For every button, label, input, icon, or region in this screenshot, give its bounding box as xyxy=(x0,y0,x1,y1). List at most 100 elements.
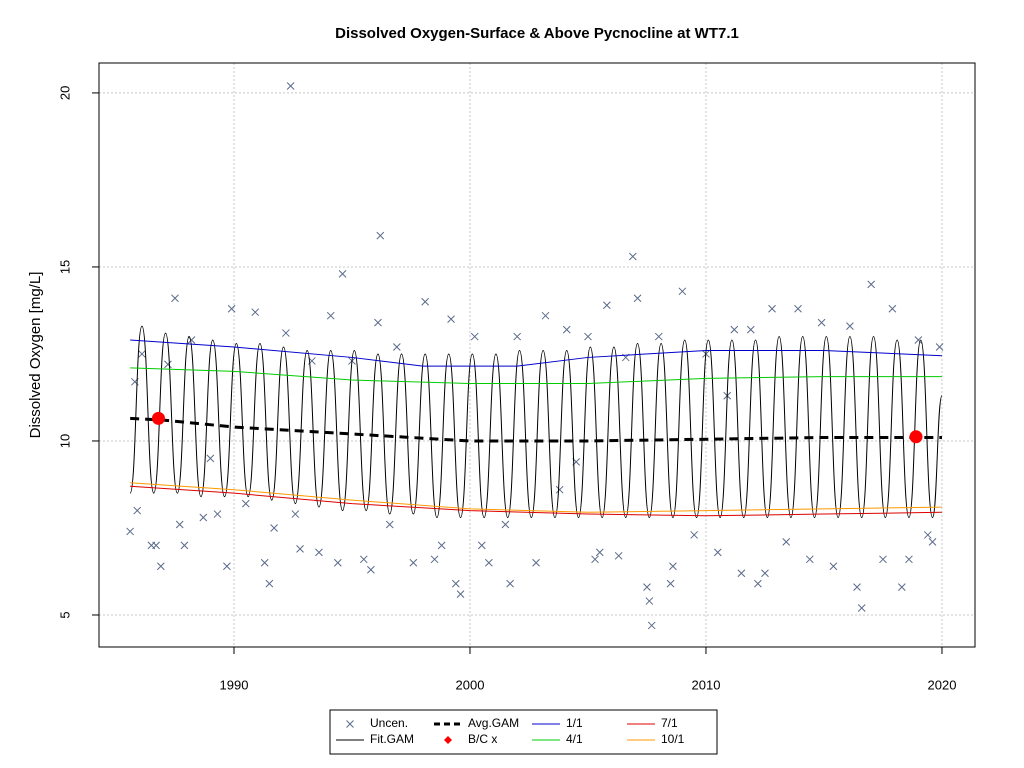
data-point xyxy=(905,555,913,564)
data-point xyxy=(296,545,304,553)
data-point xyxy=(805,555,814,564)
data-point xyxy=(645,597,654,605)
data-point xyxy=(241,499,250,508)
data-point xyxy=(867,280,876,289)
data-point xyxy=(270,524,278,532)
data-point xyxy=(857,604,866,612)
data-point xyxy=(376,231,385,240)
data-point xyxy=(251,308,260,317)
data-point xyxy=(326,311,335,320)
data-point xyxy=(928,538,937,546)
data-point xyxy=(888,304,897,313)
data-point xyxy=(138,350,146,358)
data-point xyxy=(761,569,769,578)
data-point xyxy=(782,538,791,546)
data-point xyxy=(180,541,189,550)
data-point xyxy=(669,562,677,571)
data-point xyxy=(501,520,510,529)
data-point xyxy=(794,304,802,313)
data-point xyxy=(447,315,455,324)
series-line xyxy=(130,367,942,385)
data-point xyxy=(367,565,375,574)
legend-label: 7/1 xyxy=(661,716,678,730)
data-point xyxy=(532,558,540,567)
data-point xyxy=(647,621,656,630)
data-point xyxy=(846,322,854,330)
data-point xyxy=(923,531,932,539)
data-point xyxy=(451,579,460,588)
data-point xyxy=(227,304,236,313)
legend-label: Avg.GAM xyxy=(468,716,519,730)
data-point xyxy=(879,555,887,564)
data-point xyxy=(456,590,465,598)
data-point xyxy=(392,343,401,351)
data-point xyxy=(754,579,762,588)
x-tick-label: 2020 xyxy=(928,677,957,692)
legend-label: Fit.GAM xyxy=(370,732,414,746)
legend-symbol xyxy=(444,736,452,744)
legend-box xyxy=(329,709,718,755)
data-point xyxy=(643,583,651,591)
data-point xyxy=(359,555,368,564)
x-tick-label: 2000 xyxy=(456,677,485,692)
data-point xyxy=(584,332,592,341)
data-point xyxy=(633,294,642,303)
bc-point xyxy=(151,411,165,425)
x-tick-label: 1990 xyxy=(220,677,249,692)
data-point xyxy=(591,555,599,564)
data-point xyxy=(333,558,342,567)
plot-frame xyxy=(98,62,976,648)
data-point xyxy=(555,485,564,494)
data-point xyxy=(213,510,222,518)
data-point xyxy=(409,558,418,567)
data-point xyxy=(829,562,838,571)
data-point xyxy=(853,583,861,591)
legend-label: Uncen. xyxy=(370,716,408,730)
data-point xyxy=(654,332,663,341)
data-point xyxy=(470,332,479,341)
series-line xyxy=(130,485,942,517)
data-point xyxy=(614,551,623,560)
data-point xyxy=(485,558,493,567)
data-point xyxy=(260,558,269,567)
series-line xyxy=(130,482,942,513)
y-tick-label: 5 xyxy=(57,611,72,618)
data-point xyxy=(430,555,439,564)
data-point xyxy=(477,541,486,550)
data-point xyxy=(156,562,165,571)
data-point xyxy=(678,287,687,296)
chart-title: Dissolved Oxygen-Surface & Above Pycnocl… xyxy=(335,25,739,42)
data-point xyxy=(346,720,354,728)
data-point xyxy=(666,579,675,588)
x-tick-label: 2010 xyxy=(692,677,721,692)
data-point xyxy=(897,583,906,591)
data-point xyxy=(291,510,300,518)
data-point xyxy=(746,325,755,334)
data-point xyxy=(374,318,382,327)
data-point xyxy=(541,311,550,320)
data-point xyxy=(768,304,776,313)
data-point xyxy=(315,548,323,557)
y-axis-label: Dissolved Oxygen [mg/L] xyxy=(27,272,44,439)
data-point xyxy=(602,301,611,310)
data-point xyxy=(152,541,160,550)
bc-point xyxy=(909,430,923,444)
data-point xyxy=(935,343,944,351)
data-point xyxy=(206,454,215,463)
data-point xyxy=(562,325,571,334)
series-line xyxy=(130,339,942,367)
data-point xyxy=(713,548,722,557)
y-tick-label: 10 xyxy=(57,434,72,448)
data-point xyxy=(133,506,142,515)
data-point xyxy=(737,569,746,578)
fit-line xyxy=(129,325,943,519)
legend-label: 1/1 xyxy=(566,716,583,730)
data-point xyxy=(187,336,196,344)
data-point xyxy=(730,325,739,334)
y-tick-label: 15 xyxy=(57,260,72,274)
data-point xyxy=(437,541,446,550)
data-point xyxy=(506,579,514,588)
data-point xyxy=(171,294,179,303)
data-point xyxy=(914,336,923,344)
